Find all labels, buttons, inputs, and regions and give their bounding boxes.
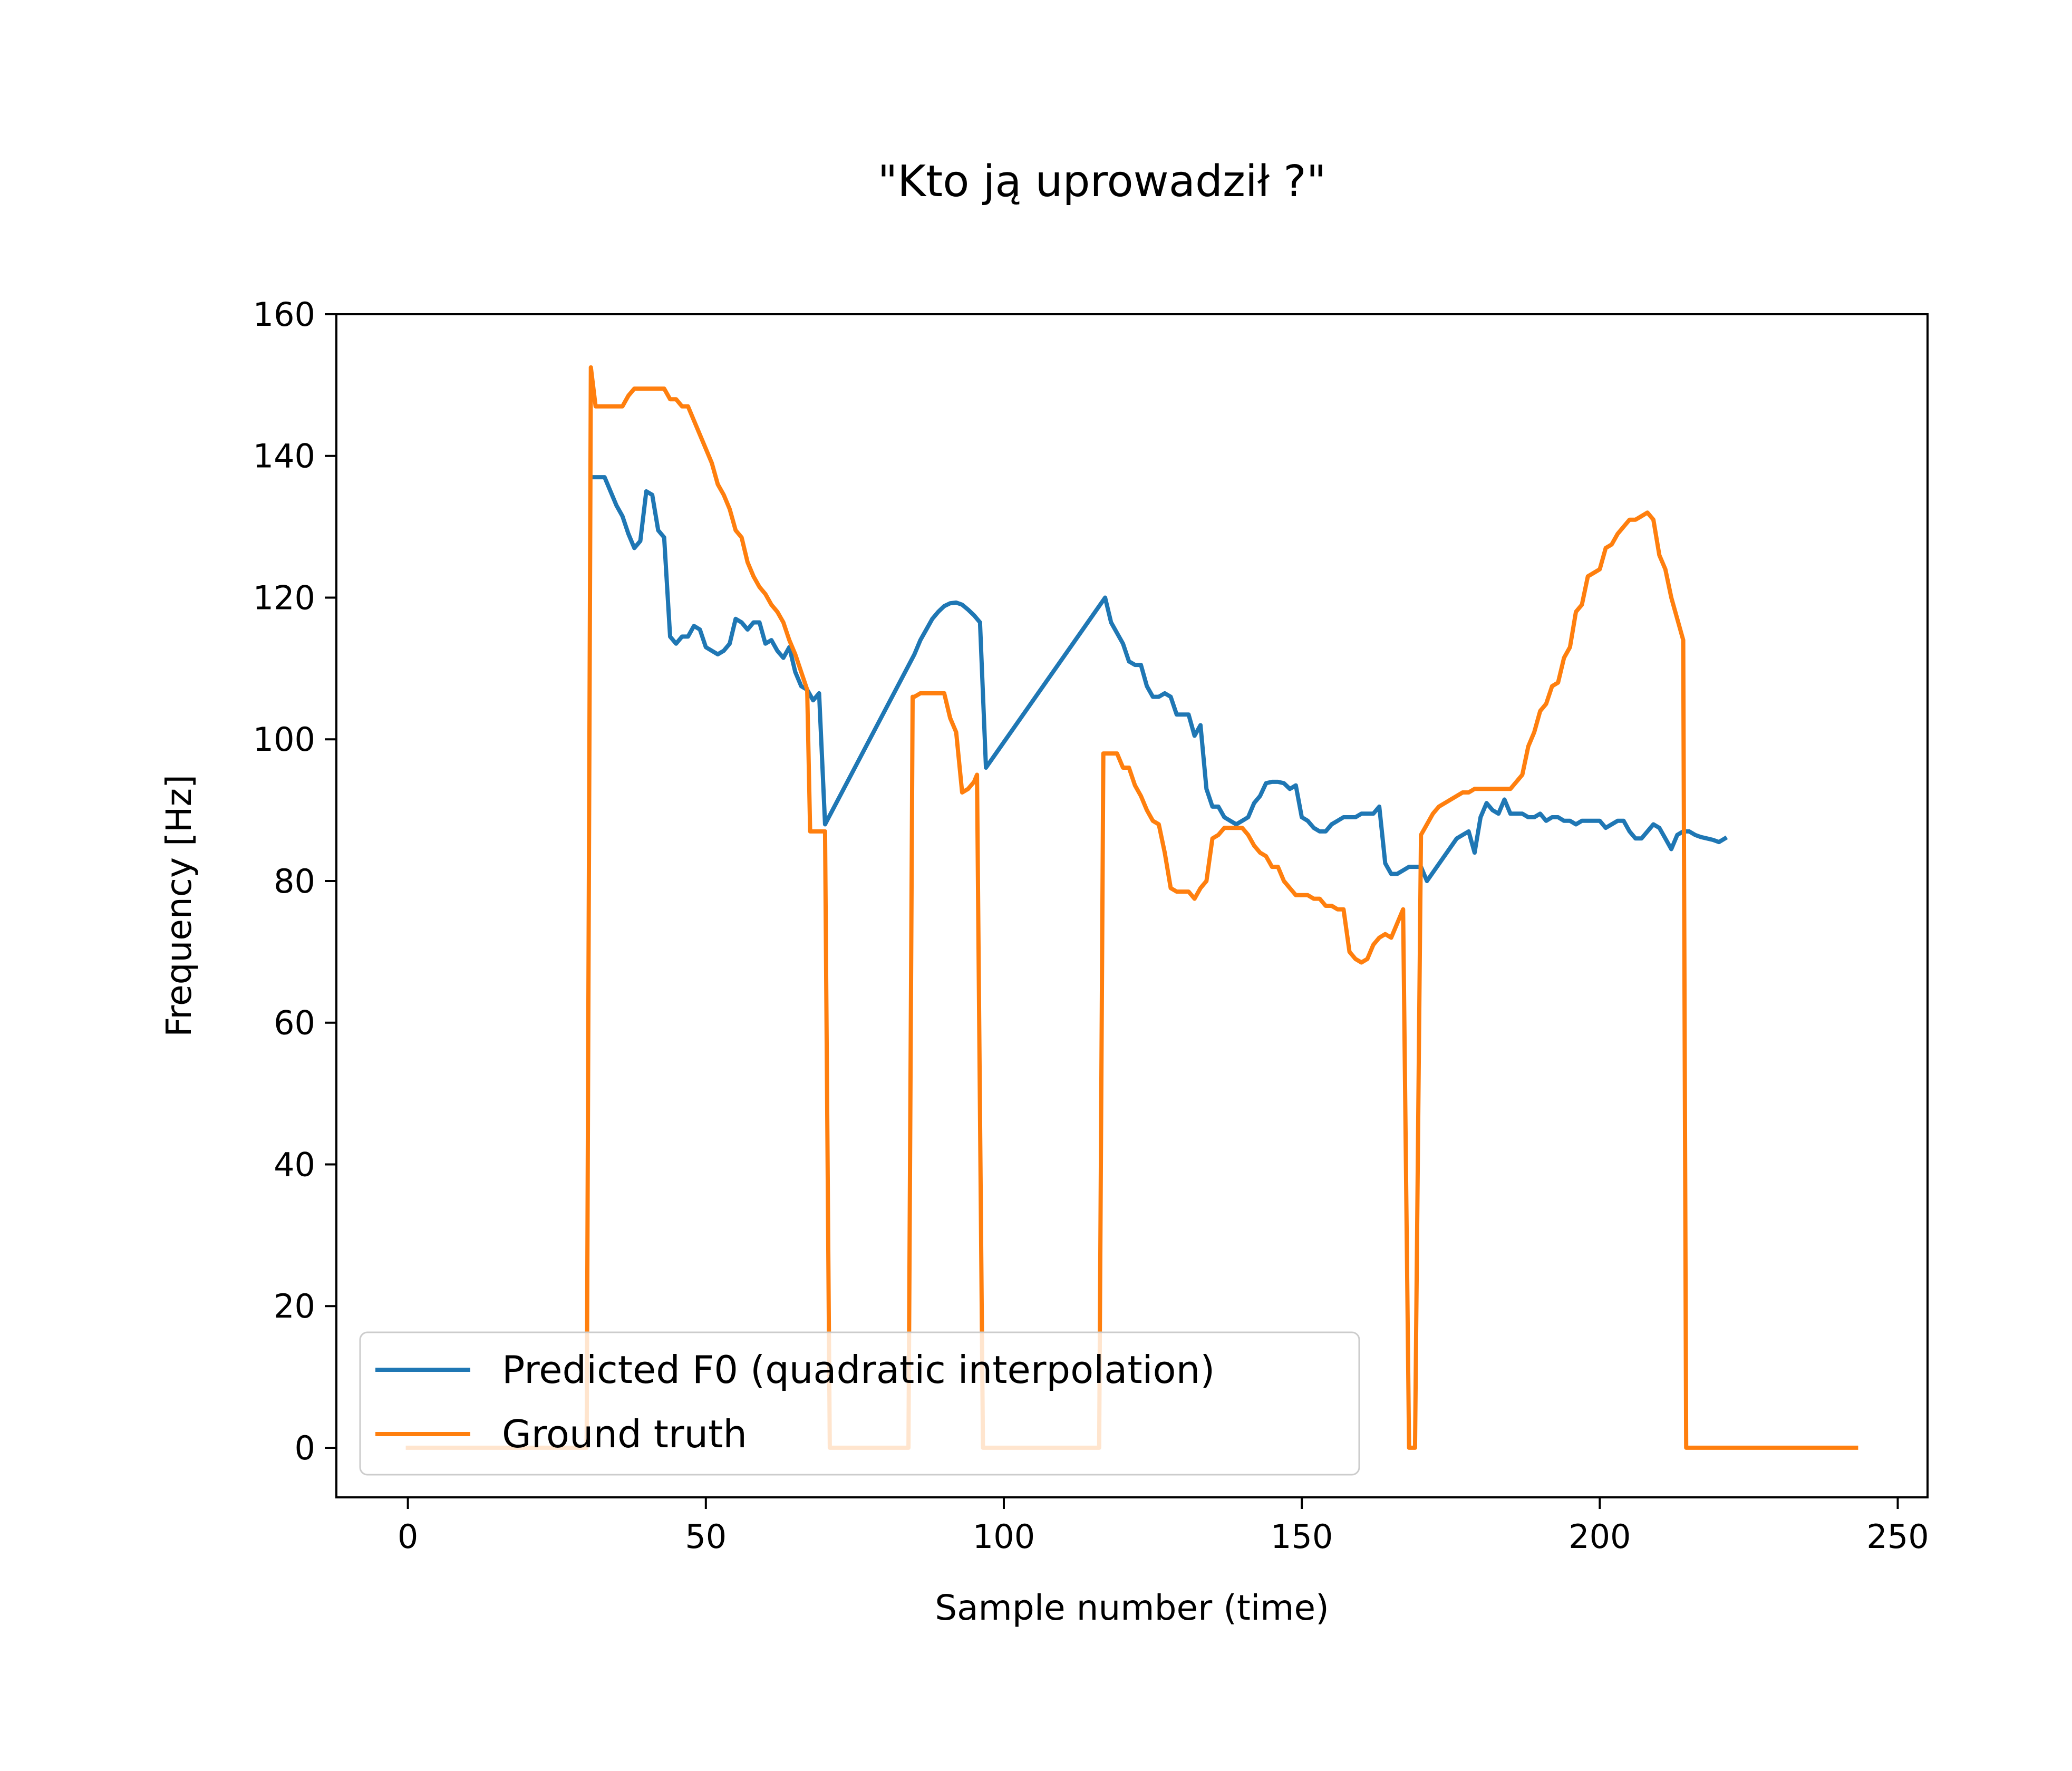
y-tick-label: 40 <box>274 1145 315 1184</box>
y-axis-label: Frequency [Hz] <box>159 775 199 1037</box>
y-tick-label: 80 <box>274 862 315 901</box>
series-line-predicted-f0 <box>590 475 1728 883</box>
legend: Predicted F0 (quadratic interpolation) G… <box>359 1331 1360 1476</box>
legend-box <box>359 1331 1360 1476</box>
chart-title: "Kto ją uprowadził ?" <box>878 157 1327 207</box>
y-tick-label: 120 <box>253 578 315 617</box>
y-tick-label: 100 <box>253 720 315 759</box>
y-tick-label: 160 <box>253 295 315 334</box>
x-tick-label: 200 <box>1568 1517 1631 1556</box>
y-tick-label: 140 <box>253 437 315 476</box>
plot-frame <box>335 313 1929 1498</box>
series-line-ground-truth <box>405 365 1858 1450</box>
axis-ticks: 0 50 100 150 200 250 0 20 40 60 80 100 120 140 160 <box>253 295 1929 1556</box>
legend-label-predicted: Predicted F0 (quadratic interpolation) <box>502 1348 1215 1392</box>
y-tick-label: 60 <box>274 1004 315 1042</box>
x-tick-label: 150 <box>1271 1517 1333 1556</box>
y-tick-label: 20 <box>274 1287 315 1325</box>
x-tick-label: 50 <box>685 1517 727 1556</box>
x-tick-label: 0 <box>398 1517 418 1556</box>
y-tick-label: 0 <box>295 1429 315 1467</box>
x-tick-label: 100 <box>973 1517 1035 1556</box>
x-axis-label: Sample number (time) <box>935 1588 1329 1628</box>
legend-label-ground-truth: Ground truth <box>502 1412 747 1456</box>
x-tick-label: 250 <box>1866 1517 1929 1556</box>
plot-area <box>405 365 1858 1450</box>
